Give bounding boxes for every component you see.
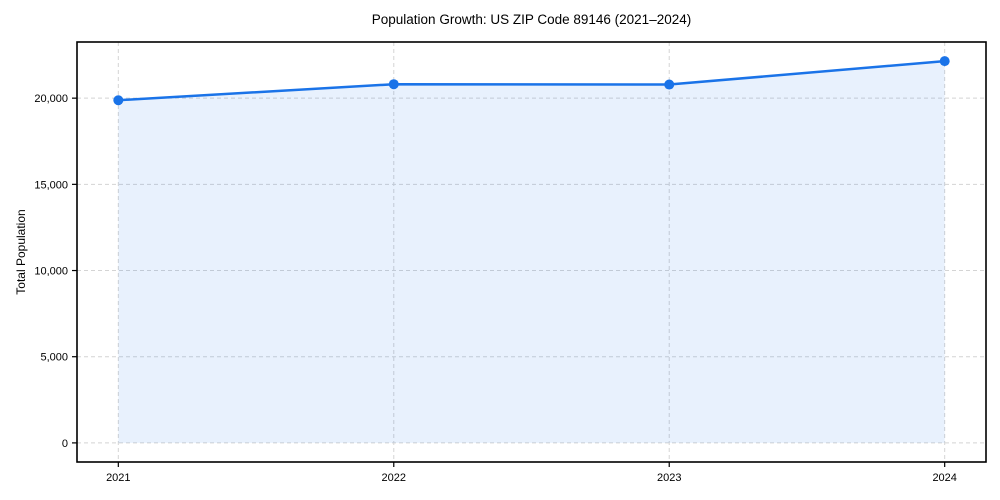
x-tick-label: 2023 [657, 472, 681, 484]
series-line [117, 59, 946, 102]
y-tick-label: 10,000 [34, 266, 68, 278]
area-fill [118, 61, 945, 443]
y-tick-label: 0 [62, 438, 68, 450]
axes-spines [76, 41, 987, 463]
y-tick-label: 20,000 [34, 93, 68, 105]
data-point-2022 [388, 79, 399, 90]
data-point-2021 [113, 95, 124, 106]
data-point-2023 [664, 79, 675, 90]
chart-title: Population Growth: US ZIP Code 89146 (20… [371, 12, 692, 27]
data-point-2024 [939, 56, 950, 67]
x-tick-label: 2022 [382, 472, 406, 484]
x-tick-label: 2021 [106, 472, 130, 484]
x-tick-label: 2024 [932, 472, 956, 484]
y-tick-label: 5,000 [40, 352, 68, 364]
y-tick-label: 15,000 [34, 179, 68, 191]
